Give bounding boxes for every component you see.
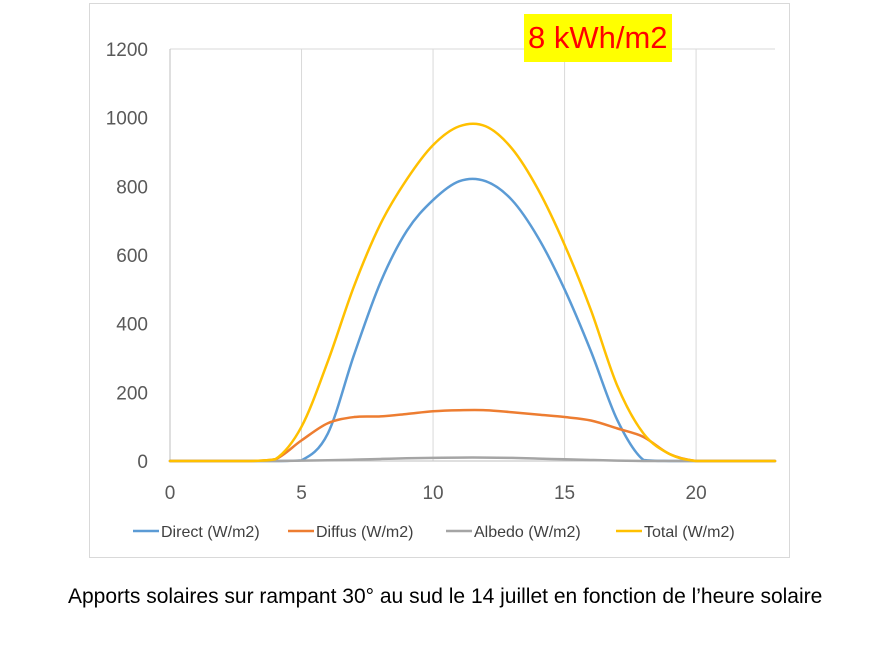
legend-label-albedo: Albedo (W/m2) [474, 524, 581, 541]
legend-label-diffus: Diffus (W/m2) [316, 524, 413, 541]
chart-area [89, 3, 790, 558]
y-tick-label: 1000 [106, 109, 148, 130]
y-tick-label: 1200 [106, 40, 148, 61]
x-tick-label: 15 [554, 483, 575, 504]
y-tick-label: 400 [116, 315, 148, 336]
series-line-albedo [168, 456, 777, 463]
x-tick-label: 10 [422, 483, 443, 504]
x-tick-label: 5 [296, 483, 307, 504]
legend-label-direct: Direct (W/m2) [161, 524, 260, 541]
figure-caption: Apports solaires sur rampant 30° au sud … [68, 585, 823, 608]
energy-annotation-badge: 8 kWh/m2 [524, 14, 672, 62]
y-tick-label: 0 [137, 452, 148, 473]
legend-label-total: Total (W/m2) [644, 524, 735, 541]
x-tick-label: 20 [686, 483, 707, 504]
series-line-total [168, 122, 777, 463]
x-tick-label: 0 [165, 483, 176, 504]
series-line-direct [168, 177, 777, 463]
y-tick-label: 200 [116, 383, 148, 404]
series-line-diffus [168, 408, 777, 463]
y-tick-label: 600 [116, 246, 148, 267]
y-tick-label: 800 [116, 177, 148, 198]
